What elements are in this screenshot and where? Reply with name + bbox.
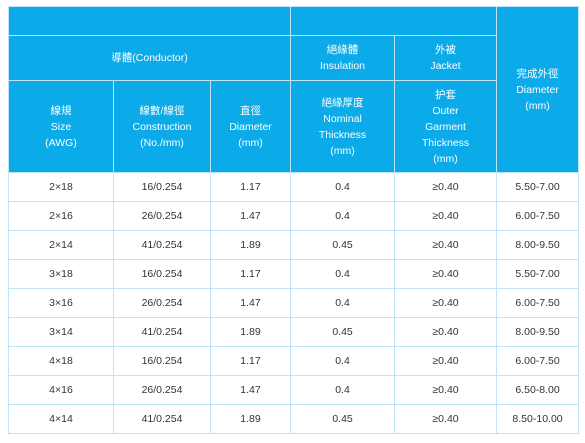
cell-size: 2×18 — [8, 172, 114, 202]
table-row: 4×16 26/0.254 1.47 0.4 ≥0.40 6.50-8.00 — [8, 375, 580, 405]
cell-jacket: ≥0.40 — [394, 346, 498, 376]
cell-insulation: 0.4 — [290, 201, 396, 231]
cell-construction: 26/0.254 — [113, 201, 211, 231]
cell-jacket: ≥0.40 — [394, 317, 498, 347]
cell-od: 8.00-9.50 — [496, 230, 580, 260]
cell-od: 6.00-7.50 — [496, 288, 580, 318]
cell-jacket: ≥0.40 — [394, 259, 498, 289]
cell-jacket: ≥0.40 — [394, 375, 498, 405]
cell-construction: 26/0.254 — [113, 375, 211, 405]
cell-diameter: 1.47 — [209, 288, 292, 318]
cell-construction: 41/0.254 — [113, 230, 211, 260]
cell-insulation: 0.45 — [290, 317, 396, 347]
cell-size: 4×16 — [8, 375, 114, 405]
cell-insulation: 0.45 — [290, 404, 396, 434]
cell-size: 3×16 — [8, 288, 114, 318]
cell-size: 3×14 — [8, 317, 114, 347]
table-row: 3×18 16/0.254 1.17 0.4 ≥0.40 5.50-7.00 — [8, 259, 580, 289]
header-size: 線規 Size (AWG) — [8, 80, 114, 173]
table-row: 2×18 16/0.254 1.17 0.4 ≥0.40 5.50-7.00 — [8, 172, 580, 202]
header-insulation-group: 絕緣體 Insulation — [290, 35, 396, 81]
cell-jacket: ≥0.40 — [394, 230, 498, 260]
header-conductor-diameter: 直徑 Diameter (mm) — [209, 80, 292, 173]
header-row-columns: 線規 Size (AWG) 線數/線徑 Construction (No./mm… — [8, 80, 579, 173]
header-row-top: 完成外徑 Diameter (mm) — [7, 6, 580, 173]
cell-size: 4×14 — [8, 404, 114, 434]
cell-construction: 16/0.254 — [113, 346, 211, 376]
header-finished-od: 完成外徑 Diameter (mm) — [496, 6, 580, 173]
cell-insulation: 0.4 — [290, 172, 396, 202]
header-outer-garment: 护套 Outer Garment Thickness (mm) — [394, 80, 498, 173]
cell-jacket: ≥0.40 — [394, 288, 498, 318]
cell-od: 6.00-7.50 — [496, 201, 580, 231]
cell-od: 8.50-10.00 — [496, 404, 580, 434]
header-construction: 線數/線徑 Construction (No./mm) — [113, 80, 211, 173]
table-body: 2×18 16/0.254 1.17 0.4 ≥0.40 5.50-7.00 2… — [8, 172, 580, 434]
cell-diameter: 1.47 — [209, 375, 292, 405]
header-jacket-group: 外被 Jacket — [394, 35, 498, 81]
cell-jacket: ≥0.40 — [394, 201, 498, 231]
cell-insulation: 0.4 — [290, 375, 396, 405]
header-nominal-thickness: 絕緣厚度 Nominal Thickness (mm) — [290, 80, 396, 173]
cell-size: 4×18 — [8, 346, 114, 376]
cell-diameter: 1.17 — [209, 172, 292, 202]
table-row: 3×16 26/0.254 1.47 0.4 ≥0.40 6.00-7.50 — [8, 288, 580, 318]
cell-construction: 16/0.254 — [113, 172, 211, 202]
cell-construction: 26/0.254 — [113, 288, 211, 318]
cell-diameter: 1.89 — [209, 317, 292, 347]
cell-diameter: 1.17 — [209, 259, 292, 289]
header-blank-left — [7, 6, 292, 36]
header-blank-middle — [290, 6, 498, 36]
cell-construction: 16/0.254 — [113, 259, 211, 289]
cell-size: 3×18 — [8, 259, 114, 289]
cell-od: 5.50-7.00 — [496, 259, 580, 289]
header-row-groups: 導體(Conductor) 絕緣體 Insulation 外被 Jacket — [7, 35, 579, 81]
cell-jacket: ≥0.40 — [394, 404, 498, 434]
cell-diameter: 1.89 — [209, 404, 292, 434]
cell-od: 8.00-9.50 — [496, 317, 580, 347]
cell-construction: 41/0.254 — [113, 404, 211, 434]
cell-jacket: ≥0.40 — [394, 172, 498, 202]
cell-insulation: 0.45 — [290, 230, 396, 260]
cell-insulation: 0.4 — [290, 346, 396, 376]
header-conductor-group: 導體(Conductor) — [7, 35, 292, 81]
table-row: 4×14 41/0.254 1.89 0.45 ≥0.40 8.50-10.00 — [8, 404, 580, 434]
cell-od: 6.00-7.50 — [496, 346, 580, 376]
cell-od: 5.50-7.00 — [496, 172, 580, 202]
cell-insulation: 0.4 — [290, 288, 396, 318]
table-row: 3×14 41/0.254 1.89 0.45 ≥0.40 8.00-9.50 — [8, 317, 580, 347]
cell-od: 6.50-8.00 — [496, 375, 580, 405]
cell-size: 2×14 — [8, 230, 114, 260]
cable-spec-table: 完成外徑 Diameter (mm) 導體(Conductor) 絕緣體 Ins… — [7, 6, 580, 434]
cell-diameter: 1.17 — [209, 346, 292, 376]
table-row: 4×18 16/0.254 1.17 0.4 ≥0.40 6.00-7.50 — [8, 346, 580, 376]
cell-insulation: 0.4 — [290, 259, 396, 289]
cell-size: 2×16 — [8, 201, 114, 231]
table-row: 2×16 26/0.254 1.47 0.4 ≥0.40 6.00-7.50 — [8, 201, 580, 231]
table-header: 完成外徑 Diameter (mm) 導體(Conductor) 絕緣體 Ins… — [7, 6, 580, 173]
cell-diameter: 1.47 — [209, 201, 292, 231]
cell-diameter: 1.89 — [209, 230, 292, 260]
cell-construction: 41/0.254 — [113, 317, 211, 347]
table-row: 2×14 41/0.254 1.89 0.45 ≥0.40 8.00-9.50 — [8, 230, 580, 260]
